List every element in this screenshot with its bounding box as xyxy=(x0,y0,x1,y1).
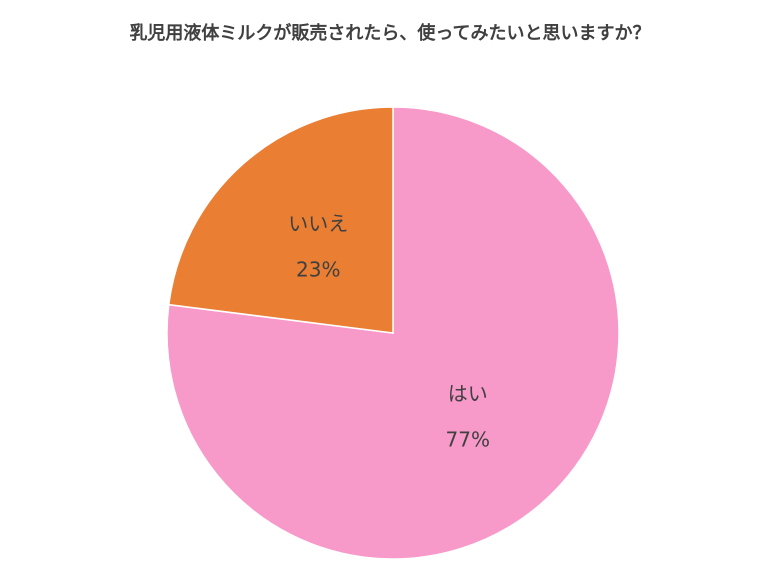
chart-title: 乳児用液体ミルクが販売されたら、使ってみたいと思いますか？ xyxy=(129,22,650,44)
slice-label: はい xyxy=(448,381,488,405)
slice-label: いいえ xyxy=(288,212,348,236)
value-label: 77% xyxy=(446,427,490,451)
pie-slice xyxy=(167,106,394,334)
pie-slice xyxy=(166,106,620,560)
value-label: 23% xyxy=(296,258,340,282)
